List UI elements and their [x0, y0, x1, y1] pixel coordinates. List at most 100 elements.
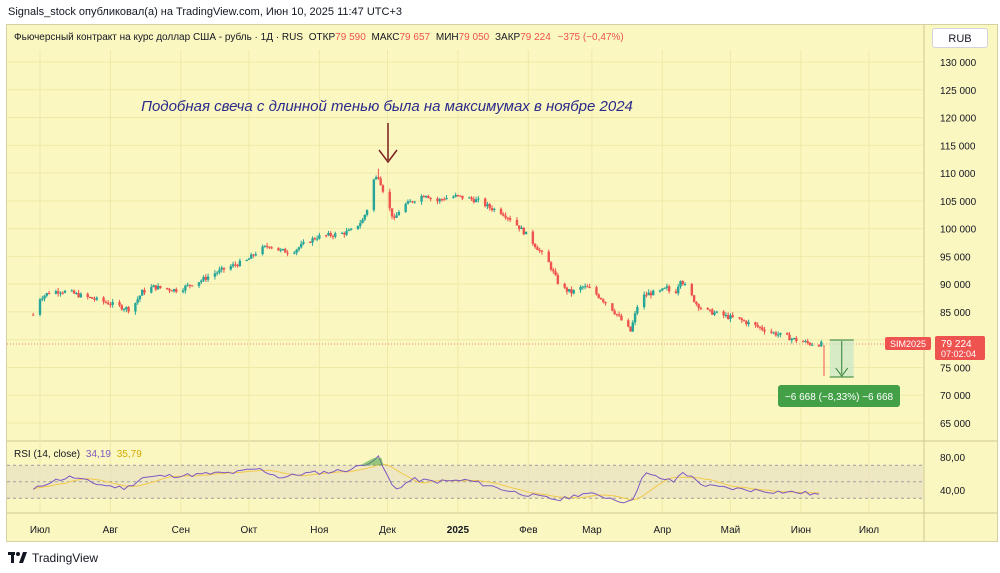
candle[interactable] [456, 195, 460, 197]
candle[interactable] [204, 277, 207, 280]
candle[interactable] [340, 232, 344, 234]
candle[interactable] [215, 272, 219, 274]
candle[interactable] [254, 254, 257, 256]
candle[interactable] [595, 287, 598, 295]
candle[interactable] [708, 309, 712, 311]
candle[interactable] [45, 293, 49, 296]
candle[interactable] [293, 252, 296, 254]
candle[interactable] [404, 203, 407, 212]
candle[interactable] [611, 303, 614, 311]
candle[interactable] [95, 297, 98, 300]
candle[interactable] [706, 307, 709, 310]
footer-brand[interactable]: TradingView [32, 551, 99, 565]
candle[interactable] [138, 295, 142, 300]
candle[interactable] [754, 322, 757, 325]
candle[interactable] [792, 338, 796, 340]
candle[interactable] [711, 309, 714, 315]
candle[interactable] [343, 232, 346, 235]
candle[interactable] [699, 307, 703, 309]
candle[interactable] [152, 285, 155, 288]
candle[interactable] [297, 247, 301, 250]
candle[interactable] [613, 310, 616, 314]
candle[interactable] [697, 304, 700, 308]
candle[interactable] [168, 288, 171, 291]
candle[interactable] [788, 334, 791, 341]
candle[interactable] [645, 294, 648, 296]
candle[interactable] [536, 247, 539, 251]
candle[interactable] [181, 290, 185, 292]
candle[interactable] [284, 249, 287, 253]
candle[interactable] [556, 275, 560, 284]
candle[interactable] [125, 307, 128, 310]
candle[interactable] [667, 286, 671, 292]
candle[interactable] [299, 243, 303, 248]
candle[interactable] [522, 227, 525, 235]
candle[interactable] [531, 231, 535, 244]
candle[interactable] [786, 332, 789, 335]
candle[interactable] [474, 199, 478, 203]
candle[interactable] [91, 297, 94, 299]
candle[interactable] [567, 289, 571, 292]
candle[interactable] [136, 299, 139, 303]
candle[interactable] [143, 289, 146, 293]
candle[interactable] [247, 258, 251, 260]
candle[interactable] [454, 195, 457, 197]
candle[interactable] [763, 329, 766, 332]
candle[interactable] [620, 315, 623, 321]
candle[interactable] [679, 281, 682, 287]
candle[interactable] [197, 282, 201, 286]
candle[interactable] [779, 332, 782, 335]
candle[interactable] [302, 241, 305, 244]
candle[interactable] [286, 252, 289, 254]
candle[interactable] [636, 307, 639, 314]
candle[interactable] [104, 301, 108, 303]
candle[interactable] [377, 176, 380, 179]
candle[interactable] [79, 293, 83, 298]
candle[interactable] [156, 285, 160, 290]
candle[interactable] [795, 338, 798, 342]
candle[interactable] [111, 302, 114, 305]
candle[interactable] [93, 298, 96, 300]
candle[interactable] [202, 277, 205, 281]
candle[interactable] [681, 281, 684, 285]
candle[interactable] [427, 195, 430, 199]
candle[interactable] [715, 311, 719, 313]
candle[interactable] [75, 293, 78, 295]
candle[interactable] [356, 225, 360, 229]
candle[interactable] [313, 238, 317, 240]
candle[interactable] [790, 338, 793, 341]
candle[interactable] [188, 284, 192, 286]
candle[interactable] [31, 314, 35, 316]
candle[interactable] [372, 179, 376, 211]
candle[interactable] [458, 195, 462, 197]
candle[interactable] [411, 201, 414, 203]
candle[interactable] [265, 245, 269, 247]
candle[interactable] [488, 204, 491, 208]
candle[interactable] [617, 314, 621, 316]
candle[interactable] [486, 204, 489, 207]
candle[interactable] [756, 324, 759, 327]
candle[interactable] [43, 295, 46, 299]
candle[interactable] [150, 287, 153, 293]
candle[interactable] [502, 213, 505, 216]
candle[interactable] [774, 332, 778, 336]
candle[interactable] [61, 292, 64, 294]
candle[interactable] [172, 289, 176, 292]
candle[interactable] [581, 286, 585, 288]
candle[interactable] [270, 247, 273, 249]
candle[interactable] [359, 223, 362, 226]
candle[interactable] [506, 217, 510, 219]
candle[interactable] [63, 290, 67, 293]
candle[interactable] [422, 195, 426, 198]
candle[interactable] [726, 314, 730, 319]
candle[interactable] [597, 294, 600, 298]
candle[interactable] [547, 251, 550, 263]
candle[interactable] [563, 283, 566, 288]
candle[interactable] [361, 219, 364, 224]
candle[interactable] [165, 287, 169, 289]
candle[interactable] [250, 254, 253, 259]
candle[interactable] [141, 289, 144, 296]
candle[interactable] [817, 344, 821, 347]
candle[interactable] [397, 211, 401, 216]
